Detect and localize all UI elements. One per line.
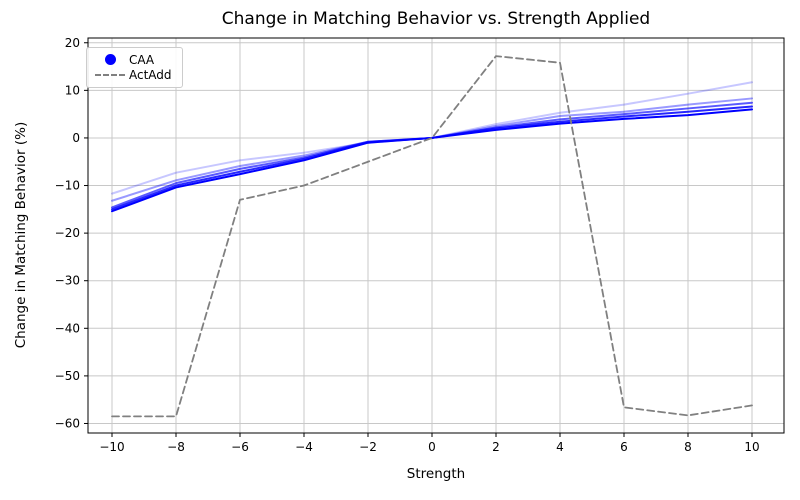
x-tick-label: 10	[744, 440, 759, 454]
x-tick-label: 4	[556, 440, 564, 454]
y-tick-label: −10	[55, 179, 80, 193]
x-tick-label: −6	[231, 440, 249, 454]
legend-item-caa: CAA	[91, 52, 176, 68]
x-tick-label: −10	[99, 440, 124, 454]
y-tick-label: 0	[72, 131, 80, 145]
y-tick-label: 10	[65, 83, 80, 97]
axes-frame	[87, 37, 785, 434]
x-tick-label: 8	[684, 440, 692, 454]
y-tick-label: −50	[55, 369, 80, 383]
legend: CAA ActAdd	[86, 47, 183, 88]
x-tick-label: 2	[492, 440, 500, 454]
caa-circle-marker-icon	[91, 54, 129, 66]
y-tick-label: −20	[55, 226, 80, 240]
y-tick-label: −30	[55, 274, 80, 288]
legend-label-caa: CAA	[129, 52, 155, 67]
series-caa-line-3	[111, 101, 753, 209]
legend-item-actadd: ActAdd	[91, 68, 176, 84]
series-actadd	[111, 55, 753, 418]
x-axis-label: Strength	[406, 466, 466, 482]
x-tick-label: −8	[167, 440, 185, 454]
x-tick-label: 0	[428, 440, 436, 454]
legend-label-actadd: ActAdd	[129, 68, 172, 83]
x-tick-label: 6	[620, 440, 628, 454]
x-tick-label: −4	[295, 440, 313, 454]
series-caa-line-4	[111, 97, 753, 202]
y-tick-label: −40	[55, 321, 80, 335]
y-tick-label: −60	[55, 416, 80, 430]
series-caa-line-5	[111, 81, 753, 195]
x-tick-label: −2	[359, 440, 377, 454]
actadd-dashed-line-icon	[91, 74, 129, 77]
y-tick-label: 20	[65, 36, 80, 50]
chart-title: Change in Matching Behavior vs. Strength…	[221, 9, 651, 29]
